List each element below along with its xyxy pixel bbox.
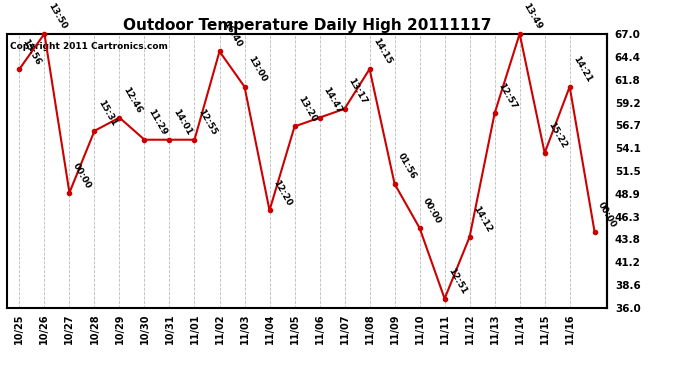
Text: 14:01: 14:01 [171, 108, 193, 137]
Text: 14:15: 14:15 [371, 37, 393, 66]
Text: 13:50: 13:50 [46, 2, 68, 31]
Text: 15:56: 15:56 [21, 37, 43, 66]
Text: 00:00: 00:00 [596, 201, 618, 230]
Text: 12:20: 12:20 [271, 178, 293, 208]
Text: 14:12: 14:12 [471, 205, 493, 234]
Text: 01:56: 01:56 [396, 152, 418, 181]
Text: 12:57: 12:57 [496, 81, 518, 111]
Text: 12:51: 12:51 [446, 267, 468, 296]
Text: 15:31: 15:31 [96, 99, 118, 128]
Text: 11:29: 11:29 [146, 108, 168, 137]
Text: 14:21: 14:21 [571, 54, 593, 84]
Text: 16:40: 16:40 [221, 20, 243, 49]
Text: 12:55: 12:55 [196, 108, 218, 137]
Text: 13:17: 13:17 [346, 76, 368, 106]
Title: Outdoor Temperature Daily High 20111117: Outdoor Temperature Daily High 20111117 [123, 18, 491, 33]
Text: 00:00: 00:00 [421, 196, 443, 225]
Text: 12:46: 12:46 [121, 86, 143, 115]
Text: 00:00: 00:00 [71, 161, 92, 190]
Text: 14:47: 14:47 [321, 85, 343, 115]
Text: 13:49: 13:49 [521, 2, 543, 31]
Text: 13:00: 13:00 [246, 55, 268, 84]
Text: 15:22: 15:22 [546, 121, 568, 150]
Text: 13:20: 13:20 [296, 94, 318, 124]
Text: Copyright 2011 Cartronics.com: Copyright 2011 Cartronics.com [10, 42, 168, 51]
